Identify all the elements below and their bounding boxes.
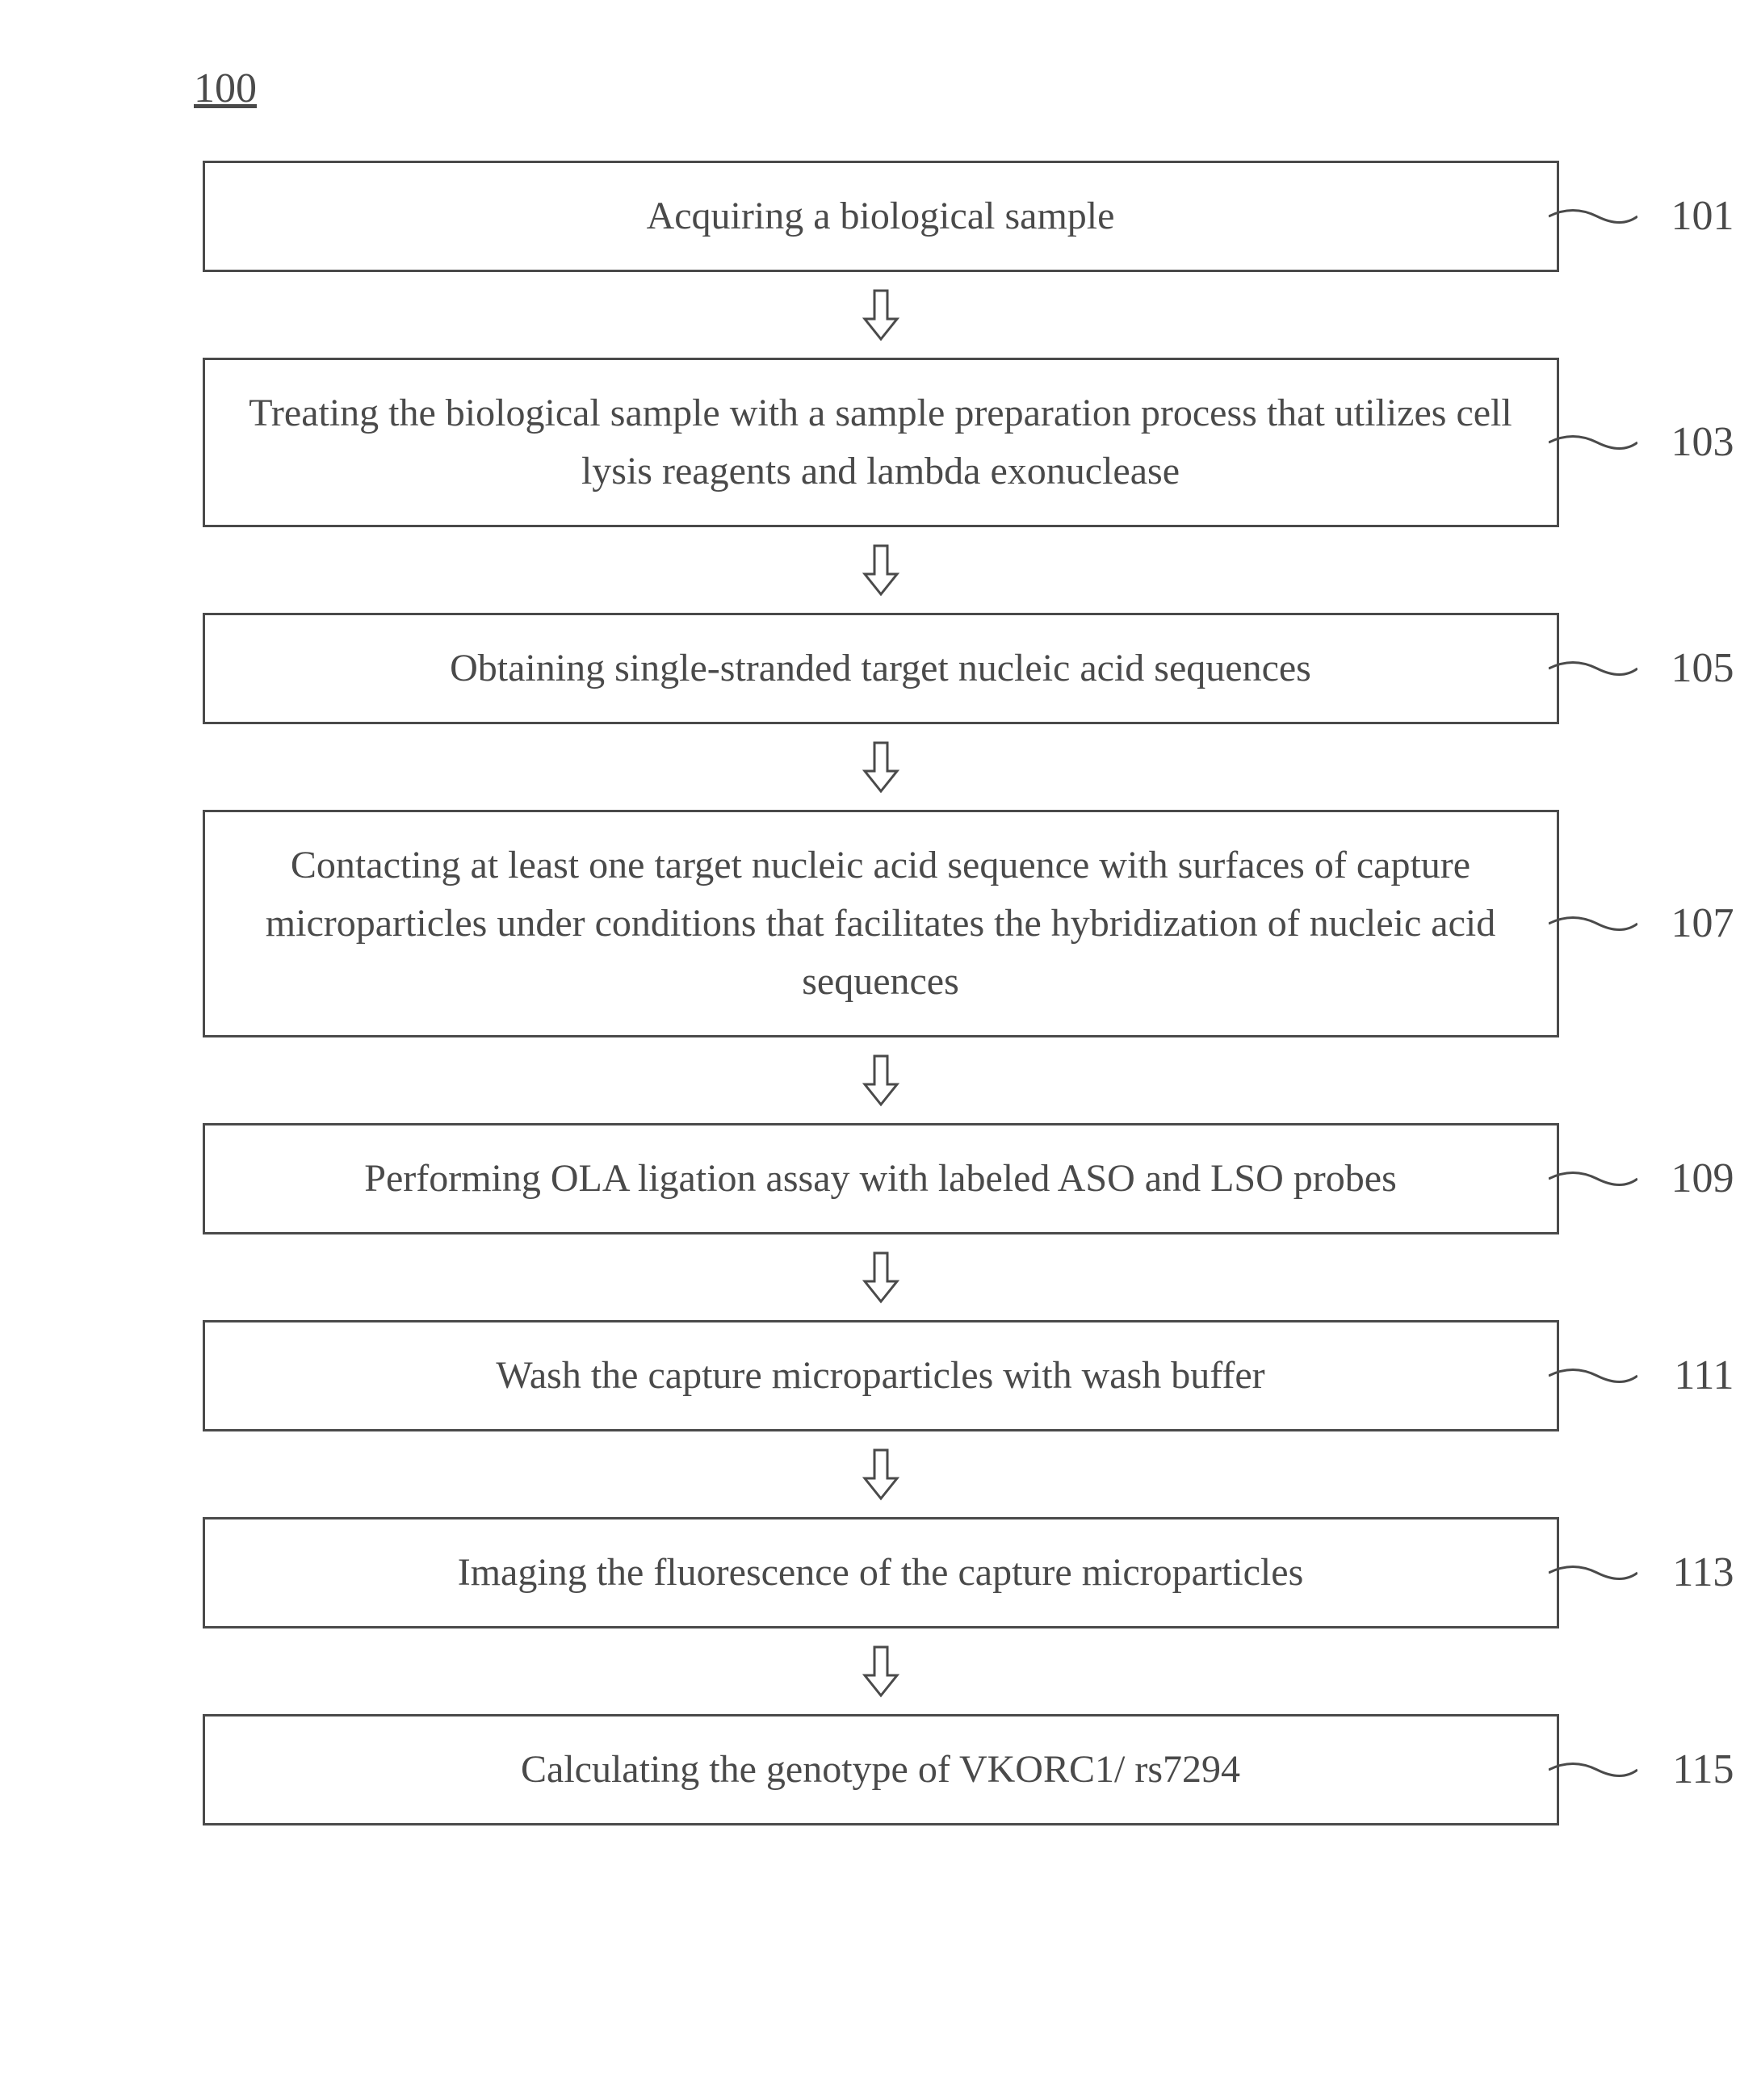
step-box: Acquiring a biological sample 101 (203, 161, 1559, 272)
flowchart-step: Calculating the genotype of VKORC1/ rs72… (48, 1714, 1713, 1825)
step-label: 111 (1674, 1344, 1734, 1407)
flowchart-arrow (48, 1643, 1713, 1700)
step-box: Wash the capture microparticles with was… (203, 1320, 1559, 1431)
connector-curve (1549, 200, 1637, 233)
down-arrow-icon (861, 1446, 901, 1503)
step-text: Contacting at least one target nucleic a… (266, 844, 1495, 1003)
step-text: Calculating the genotype of VKORC1/ rs72… (521, 1748, 1240, 1791)
flowchart-arrow (48, 1446, 1713, 1503)
step-label: 101 (1671, 185, 1734, 248)
connector-curve (1549, 1360, 1637, 1392)
down-arrow-icon (861, 1052, 901, 1109)
flowchart-arrow (48, 739, 1713, 795)
step-box: Calculating the genotype of VKORC1/ rs72… (203, 1714, 1559, 1825)
connector-curve (1549, 426, 1637, 459)
flowchart-step: Contacting at least one target nucleic a… (48, 810, 1713, 1037)
step-text: Obtaining single-stranded target nucleic… (450, 647, 1311, 690)
flowchart-arrow (48, 1249, 1713, 1306)
connector-curve (1549, 1754, 1637, 1786)
step-box: Obtaining single-stranded target nucleic… (203, 613, 1559, 724)
step-box: Performing OLA ligation assay with label… (203, 1123, 1559, 1234)
step-label: 107 (1671, 892, 1734, 955)
step-box: Treating the biological sample with a sa… (203, 358, 1559, 527)
connector-curve (1549, 1163, 1637, 1195)
flowchart-step: Acquiring a biological sample 101 (48, 161, 1713, 272)
figure-number: 100 (48, 65, 1713, 112)
down-arrow-icon (861, 739, 901, 795)
flowchart-step: Obtaining single-stranded target nucleic… (48, 613, 1713, 724)
down-arrow-icon (861, 1643, 901, 1700)
down-arrow-icon (861, 287, 901, 343)
step-label: 109 (1671, 1147, 1734, 1210)
flowchart-step: Performing OLA ligation assay with label… (48, 1123, 1713, 1234)
step-box: Imaging the fluorescence of the capture … (203, 1517, 1559, 1628)
flowchart-arrow (48, 542, 1713, 598)
connector-curve (1549, 652, 1637, 685)
connector-curve (1549, 1557, 1637, 1589)
down-arrow-icon (861, 1249, 901, 1306)
step-label: 103 (1671, 411, 1734, 474)
flowchart-step: Wash the capture microparticles with was… (48, 1320, 1713, 1431)
flowchart-step: Imaging the fluorescence of the capture … (48, 1517, 1713, 1628)
connector-curve (1549, 907, 1637, 940)
step-text: Imaging the fluorescence of the capture … (458, 1551, 1304, 1594)
step-label: 105 (1671, 637, 1734, 700)
step-label: 113 (1672, 1541, 1734, 1604)
flowchart-arrow (48, 1052, 1713, 1109)
step-text: Treating the biological sample with a sa… (249, 392, 1512, 493)
step-text: Acquiring a biological sample (647, 195, 1115, 237)
flowchart-step: Treating the biological sample with a sa… (48, 358, 1713, 527)
step-label: 115 (1672, 1738, 1734, 1801)
down-arrow-icon (861, 542, 901, 598)
step-text: Wash the capture microparticles with was… (496, 1354, 1264, 1397)
flowchart-arrow (48, 287, 1713, 343)
step-box: Contacting at least one target nucleic a… (203, 810, 1559, 1037)
step-text: Performing OLA ligation assay with label… (364, 1157, 1397, 1200)
flowchart-diagram: 100 Acquiring a biological sample 101 Tr… (48, 65, 1713, 1825)
